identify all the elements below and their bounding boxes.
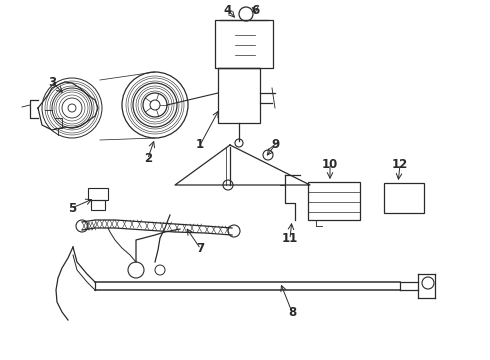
Bar — [91, 200, 105, 210]
Text: 11: 11 — [282, 231, 298, 244]
Text: 6: 6 — [251, 4, 259, 17]
Text: 8: 8 — [288, 306, 296, 319]
Text: 5: 5 — [68, 202, 76, 215]
Text: 1: 1 — [196, 139, 204, 152]
Text: 12: 12 — [392, 158, 408, 171]
Bar — [88, 188, 108, 200]
Text: 2: 2 — [144, 152, 152, 165]
Bar — [308, 182, 360, 220]
Text: 10: 10 — [322, 158, 338, 171]
Text: 7: 7 — [196, 242, 204, 255]
Text: 3: 3 — [48, 76, 56, 89]
Text: 9: 9 — [271, 139, 279, 152]
Text: 4: 4 — [224, 4, 232, 17]
Bar — [384, 183, 424, 213]
Bar — [215, 20, 273, 68]
Bar — [218, 68, 260, 123]
